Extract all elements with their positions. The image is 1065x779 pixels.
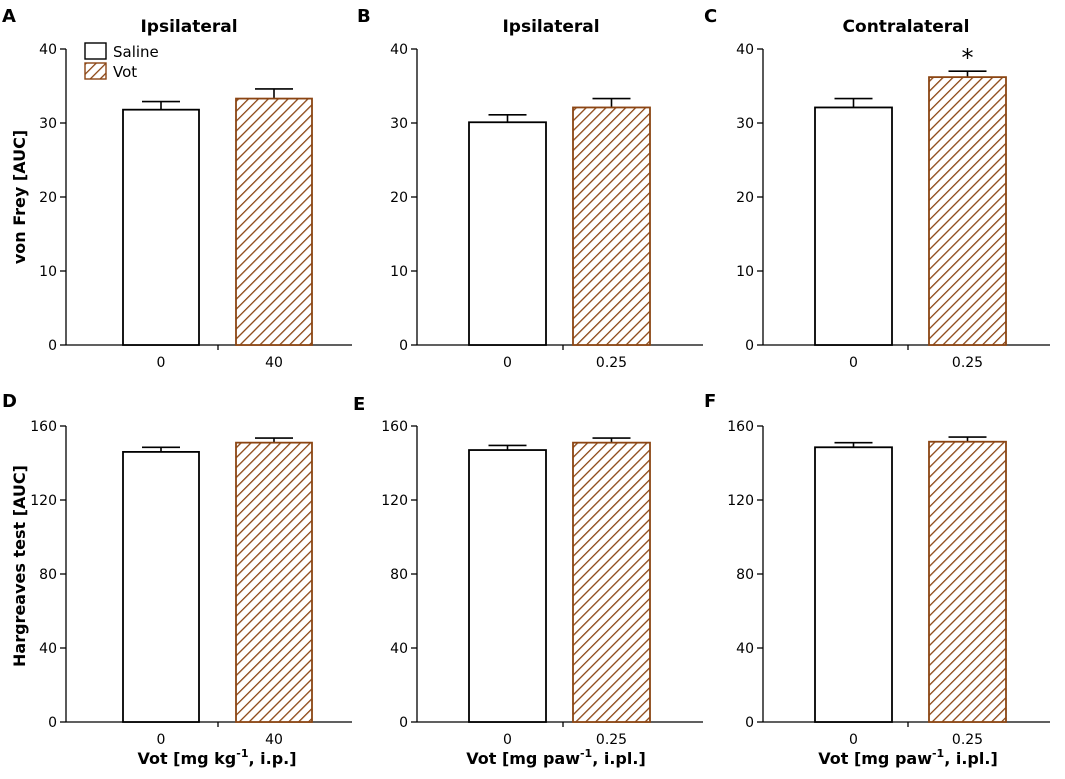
x-axis-title-f: Vot [mg paw-1, i.pl.] bbox=[818, 747, 998, 768]
x-tick-label-c-0: 0 bbox=[849, 355, 858, 371]
y-axis-title-top: von Frey [AUC] bbox=[10, 130, 29, 264]
bar-a-vot bbox=[235, 97, 313, 346]
y-tick-label-a-0: 0 bbox=[48, 338, 57, 354]
x-tick-label-c-1: 0.25 bbox=[952, 355, 983, 371]
y-tick-label-d-1: 40 bbox=[39, 641, 57, 657]
x-tick-label-f-1: 0.25 bbox=[952, 732, 983, 748]
y-tick-label-b-4: 40 bbox=[390, 42, 408, 58]
bar-f-saline bbox=[814, 446, 893, 723]
legend: Saline Vot bbox=[84, 42, 159, 81]
legend-label-vot: Vot bbox=[113, 63, 137, 81]
plot-area-a: 0 10 20 30 40 0 40 bbox=[39, 42, 352, 371]
panel-a: A Ipsilateral 0 10 20 30 40 0 40 bbox=[2, 6, 352, 371]
bar-e-saline bbox=[468, 449, 547, 723]
plot-area-f: 0 40 80 120 160 0 0.25 bbox=[727, 419, 1050, 748]
legend-swatch-saline bbox=[84, 42, 107, 60]
bar-c-saline bbox=[814, 106, 893, 346]
legend-swatch-vot bbox=[84, 62, 107, 80]
y-tick-label-b-1: 10 bbox=[390, 264, 408, 280]
y-tick-label-b-2: 20 bbox=[390, 190, 408, 206]
panel-letter-f: F bbox=[704, 391, 716, 412]
y-tick-label-e-0: 0 bbox=[399, 715, 408, 731]
x-tick-label-e-0: 0 bbox=[503, 732, 512, 748]
plot-area-d: 0 40 80 120 160 0 40 bbox=[30, 419, 352, 748]
y-axis-title-bottom: Hargreaves test [AUC] bbox=[10, 465, 29, 667]
panel-title-b: Ipsilateral bbox=[502, 17, 599, 37]
panel-letter-a: A bbox=[2, 6, 16, 27]
y-tick-label-e-4: 160 bbox=[381, 419, 408, 435]
panel-d: D 0 40 80 120 160 0 40 bbox=[2, 391, 352, 748]
y-tick-label-e-3: 120 bbox=[381, 493, 408, 509]
y-tick-label-d-4: 160 bbox=[30, 419, 57, 435]
x-tick-label-b-1: 0.25 bbox=[596, 355, 627, 371]
bar-c-vot bbox=[928, 76, 1007, 346]
x-tick-label-d-0: 0 bbox=[157, 732, 166, 748]
y-tick-label-f-0: 0 bbox=[745, 715, 754, 731]
bar-b-saline bbox=[468, 121, 547, 346]
significance-marker-c: * bbox=[962, 44, 974, 72]
y-tick-label-b-0: 0 bbox=[399, 338, 408, 354]
y-tick-label-f-4: 160 bbox=[727, 419, 754, 435]
plot-area-e: 0 40 80 120 160 0 0.25 bbox=[381, 419, 703, 748]
y-tick-label-d-3: 120 bbox=[30, 493, 57, 509]
legend-label-saline: Saline bbox=[113, 43, 159, 61]
bar-f-vot bbox=[928, 440, 1007, 723]
bar-d-saline bbox=[122, 450, 200, 723]
y-tick-label-a-3: 30 bbox=[39, 116, 57, 132]
y-tick-label-b-3: 30 bbox=[390, 116, 408, 132]
bar-a-saline bbox=[122, 108, 200, 346]
x-tick-label-d-1: 40 bbox=[265, 732, 283, 748]
y-tick-label-f-3: 120 bbox=[727, 493, 754, 509]
y-tick-label-a-4: 40 bbox=[39, 42, 57, 58]
panel-letter-b: B bbox=[357, 6, 371, 27]
panel-title-a: Ipsilateral bbox=[140, 17, 237, 37]
y-tick-label-c-4: 40 bbox=[736, 42, 754, 58]
panel-letter-d: D bbox=[2, 391, 17, 412]
x-tick-label-e-1: 0.25 bbox=[596, 732, 627, 748]
panel-letter-c: C bbox=[704, 6, 717, 27]
y-tick-label-d-0: 0 bbox=[48, 715, 57, 731]
y-tick-label-c-1: 10 bbox=[736, 264, 754, 280]
bar-e-vot bbox=[572, 441, 651, 723]
y-tick-label-f-1: 40 bbox=[736, 641, 754, 657]
y-tick-label-a-1: 10 bbox=[39, 264, 57, 280]
y-tick-label-c-3: 30 bbox=[736, 116, 754, 132]
x-tick-label-a-0: 0 bbox=[157, 355, 166, 371]
y-tick-label-a-2: 20 bbox=[39, 190, 57, 206]
bar-d-vot bbox=[235, 441, 313, 723]
y-tick-label-f-2: 80 bbox=[736, 567, 754, 583]
panel-b: B Ipsilateral 0 10 20 30 40 0 0.25 bbox=[357, 6, 703, 371]
plot-area-b: 0 10 20 30 40 0 0.25 bbox=[390, 42, 703, 371]
panel-c: C Contralateral 0 10 20 30 40 0 0.25 * bbox=[704, 6, 1050, 371]
x-axis-title-d: Vot [mg kg-1, i.p.] bbox=[137, 747, 296, 768]
x-axis-title-e: Vot [mg paw-1, i.pl.] bbox=[466, 747, 646, 768]
x-tick-label-f-0: 0 bbox=[849, 732, 858, 748]
y-tick-label-c-2: 20 bbox=[736, 190, 754, 206]
y-tick-label-d-2: 80 bbox=[39, 567, 57, 583]
bar-b-vot bbox=[572, 106, 651, 346]
y-tick-label-c-0: 0 bbox=[745, 338, 754, 354]
panel-title-c: Contralateral bbox=[843, 17, 970, 37]
panel-letter-e: E bbox=[353, 394, 365, 415]
y-tick-label-e-1: 40 bbox=[390, 641, 408, 657]
plot-area-c: 0 10 20 30 40 0 0.25 * bbox=[736, 42, 1050, 371]
panel-e: E 0 40 80 120 160 0 0.25 bbox=[353, 394, 703, 748]
x-tick-label-b-0: 0 bbox=[503, 355, 512, 371]
x-tick-label-a-1: 40 bbox=[265, 355, 283, 371]
y-tick-label-e-2: 80 bbox=[390, 567, 408, 583]
panel-f: F 0 40 80 120 160 0 0.25 bbox=[704, 391, 1050, 748]
